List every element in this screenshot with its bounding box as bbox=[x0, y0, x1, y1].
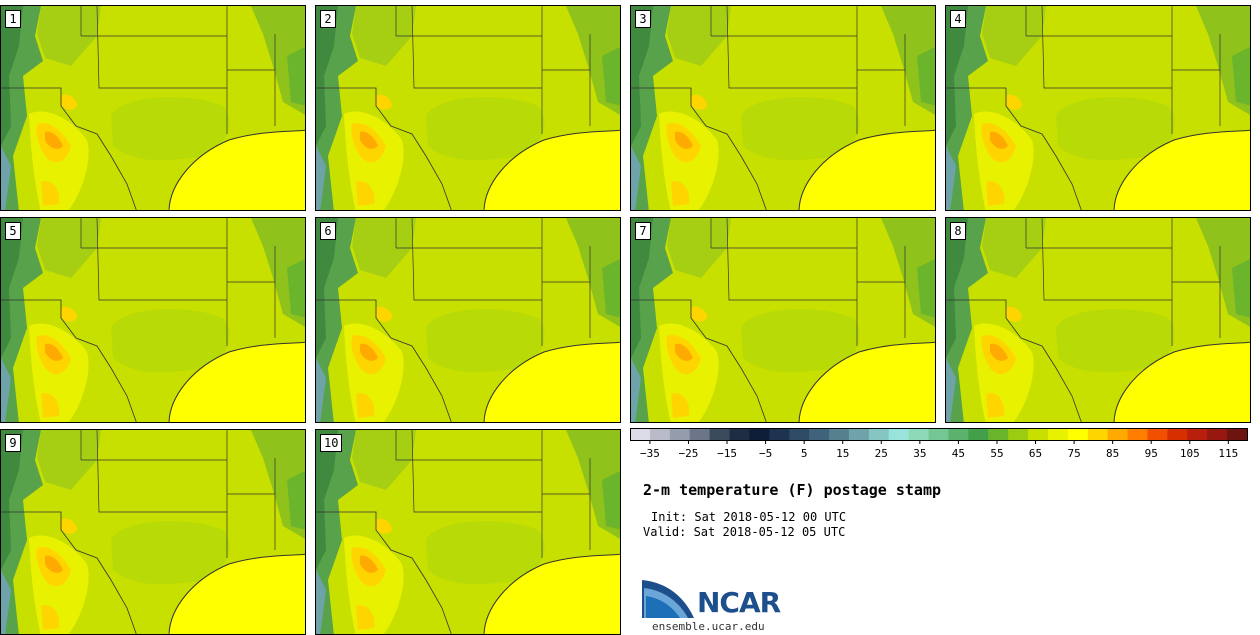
colorbar-swatch bbox=[1028, 428, 1049, 440]
valid-time: Valid: Sat 2018-05-12 05 UTC bbox=[643, 525, 846, 539]
ncar-logo-text: NCAR bbox=[697, 586, 781, 619]
colorbar-swatch bbox=[789, 428, 810, 440]
colorbar-tick-label: 55 bbox=[990, 447, 1003, 460]
stamp-panel: 5 bbox=[0, 217, 306, 423]
stamp-panel: 10 bbox=[315, 429, 621, 635]
colorbar-swatch bbox=[749, 428, 770, 440]
colorbar-tick-label: 15 bbox=[836, 447, 849, 460]
colorbar-swatch bbox=[1147, 428, 1168, 440]
colorbar-tick-label: 5 bbox=[801, 447, 808, 460]
stamp-number: 10 bbox=[320, 434, 343, 452]
colorbar-swatch bbox=[908, 428, 930, 440]
colorbar-tick-label: 45 bbox=[952, 447, 965, 460]
colorbar-swatch bbox=[988, 428, 1009, 440]
colorbar-tick-label: −15 bbox=[717, 447, 737, 460]
stamp-panel: 7 bbox=[630, 217, 936, 423]
temperature-map bbox=[946, 218, 1250, 422]
colorbar-frame bbox=[630, 428, 1248, 441]
colorbar-swatch bbox=[1107, 428, 1129, 440]
colorbar-swatch bbox=[968, 428, 989, 440]
stamp-panel: 2 bbox=[315, 5, 621, 211]
stamp-number: 3 bbox=[635, 10, 651, 28]
colorbar-swatch bbox=[649, 428, 671, 440]
colorbar-swatch bbox=[1087, 428, 1109, 440]
colorbar-tick-label: 35 bbox=[913, 447, 926, 460]
chart-title: 2-m temperature (F) postage stamp bbox=[643, 481, 942, 499]
colorbar-swatch bbox=[1047, 428, 1069, 440]
colorbar-swatch bbox=[809, 428, 830, 440]
colorbar-swatch bbox=[829, 428, 850, 440]
stamp-number: 7 bbox=[635, 222, 651, 240]
colorbar-tick-label: 95 bbox=[1145, 447, 1158, 460]
temperature-map bbox=[631, 218, 935, 422]
temperature-map bbox=[1, 430, 305, 634]
colorbar-tick-label: 75 bbox=[1067, 447, 1080, 460]
colorbar-tick-label: 115 bbox=[1218, 447, 1238, 460]
stamp-panel: 8 bbox=[945, 217, 1251, 423]
ncar-logo-icon bbox=[642, 580, 694, 618]
stamp-number: 4 bbox=[950, 10, 966, 28]
stamp-panel: 9 bbox=[0, 429, 306, 635]
colorbar-swatch bbox=[729, 428, 750, 440]
temperature-map bbox=[316, 6, 620, 210]
colorbar-swatch bbox=[1167, 428, 1188, 440]
colorbar-swatch bbox=[1207, 428, 1228, 440]
colorbar-swatch bbox=[948, 428, 969, 440]
stamp-number: 1 bbox=[5, 10, 21, 28]
ensemble-url: ensemble.ucar.edu bbox=[652, 620, 765, 633]
temperature-map bbox=[316, 430, 620, 634]
colorbar-swatch bbox=[1067, 428, 1089, 440]
colorbar-swatch bbox=[709, 428, 731, 440]
temperature-map bbox=[631, 6, 935, 210]
colorbar-swatch bbox=[1127, 428, 1148, 440]
stamp-number: 2 bbox=[320, 10, 336, 28]
colorbar-swatch bbox=[630, 428, 651, 440]
colorbar-swatch bbox=[868, 428, 890, 440]
colorbar-swatch bbox=[1227, 428, 1248, 440]
colorbar-tick-label: −25 bbox=[679, 447, 699, 460]
colorbar-swatch bbox=[669, 428, 691, 440]
stamp-number: 5 bbox=[5, 222, 21, 240]
stamp-number: 6 bbox=[320, 222, 336, 240]
temperature-map bbox=[1, 218, 305, 422]
stamp-panel: 1 bbox=[0, 5, 306, 211]
temperature-map bbox=[946, 6, 1250, 210]
colorbar-tick-label: 25 bbox=[875, 447, 888, 460]
temperature-colorbar: −35 −25 −15 −5 5 15 25 35 45 55 65 75 85 95 105 115 bbox=[630, 428, 1248, 460]
colorbar-swatch bbox=[1008, 428, 1029, 440]
colorbar-tick-label: 85 bbox=[1106, 447, 1119, 460]
temperature-map bbox=[316, 218, 620, 422]
colorbar-swatch bbox=[848, 428, 870, 440]
colorbar-swatch bbox=[888, 428, 910, 440]
colorbar-swatch bbox=[1187, 428, 1208, 440]
colorbar-swatch bbox=[689, 428, 711, 440]
colorbar-swatch bbox=[769, 428, 790, 440]
stamp-number: 8 bbox=[950, 222, 966, 240]
stamp-panel: 6 bbox=[315, 217, 621, 423]
stamp-panel: 4 bbox=[945, 5, 1251, 211]
colorbar-tick-label: −5 bbox=[759, 447, 772, 460]
colorbar-tick-label: 65 bbox=[1029, 447, 1042, 460]
stamp-panel: 3 bbox=[630, 5, 936, 211]
init-time: Init: Sat 2018-05-12 00 UTC bbox=[651, 510, 847, 524]
stamp-number: 9 bbox=[5, 434, 21, 452]
colorbar-swatch bbox=[928, 428, 949, 440]
temperature-map bbox=[1, 6, 305, 210]
colorbar-tick-label: 105 bbox=[1180, 447, 1200, 460]
colorbar-tick-label: −35 bbox=[640, 447, 660, 460]
